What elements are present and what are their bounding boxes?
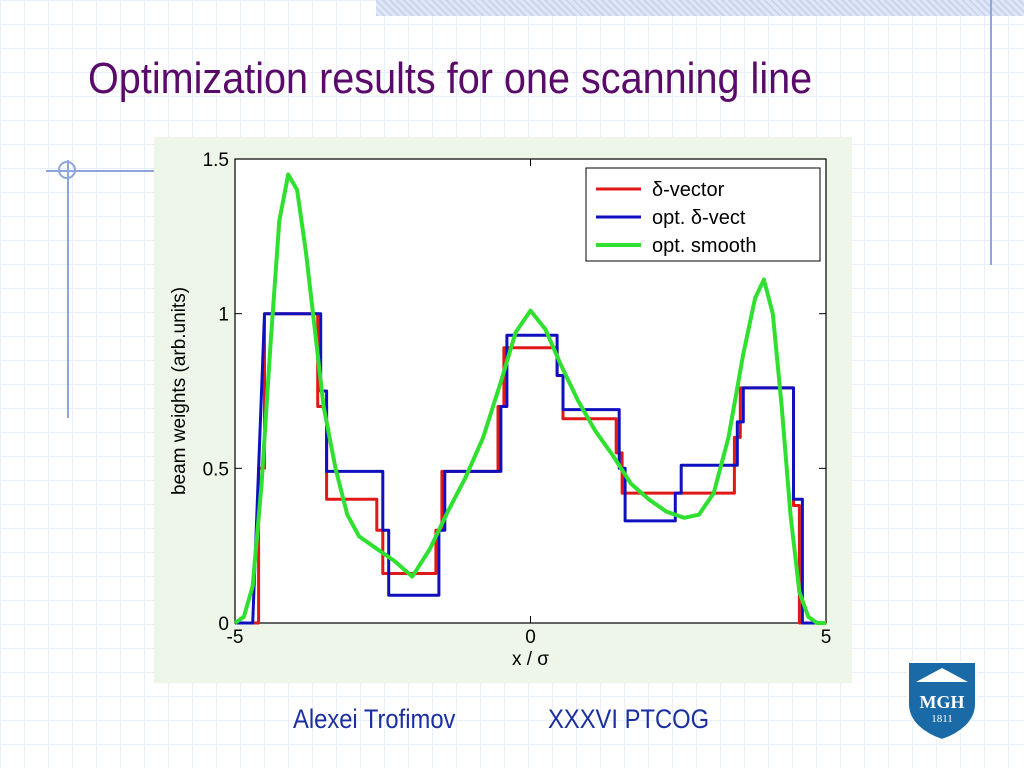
footer-author: Alexei Trofimov xyxy=(293,704,456,734)
header-band xyxy=(376,0,1024,16)
y-axis-label: beam weights (arb.units) xyxy=(169,287,190,495)
slide-title: Optimization results for one scanning li… xyxy=(88,54,813,103)
decor-rule-left-horizontal xyxy=(46,170,158,172)
decor-ring xyxy=(58,161,76,179)
legend-label: opt. δ-vect xyxy=(652,207,746,229)
legend: δ-vector opt. δ-vect opt. smooth xyxy=(585,167,821,262)
x-tick-label: 5 xyxy=(821,627,832,648)
y-tick-label: 0.5 xyxy=(203,459,229,480)
series-layer xyxy=(233,172,826,625)
legend-label: δ-vector xyxy=(652,179,725,201)
logo-text: MGH xyxy=(920,692,965,712)
mgh-logo: MGH 1811 xyxy=(907,661,977,742)
series-line-opt-smooth xyxy=(233,172,826,625)
x-tick-label: -5 xyxy=(227,627,244,648)
y-tick-label: 1 xyxy=(218,305,229,326)
x-axis-label: x / σ xyxy=(512,649,549,670)
x-tick-label: 0 xyxy=(525,627,536,648)
y-tick-label: 1.5 xyxy=(203,150,229,171)
decor-rule-left-vertical xyxy=(67,160,69,418)
decor-rule-right xyxy=(990,0,992,265)
legend-label: opt. smooth xyxy=(652,235,757,257)
y-tick-label: 0 xyxy=(218,614,229,635)
axis-ticks: -5 0 500.511.5 xyxy=(203,150,832,648)
logo-year: 1811 xyxy=(931,713,953,725)
footer-conference: XXXVI PTCOG xyxy=(548,704,710,734)
